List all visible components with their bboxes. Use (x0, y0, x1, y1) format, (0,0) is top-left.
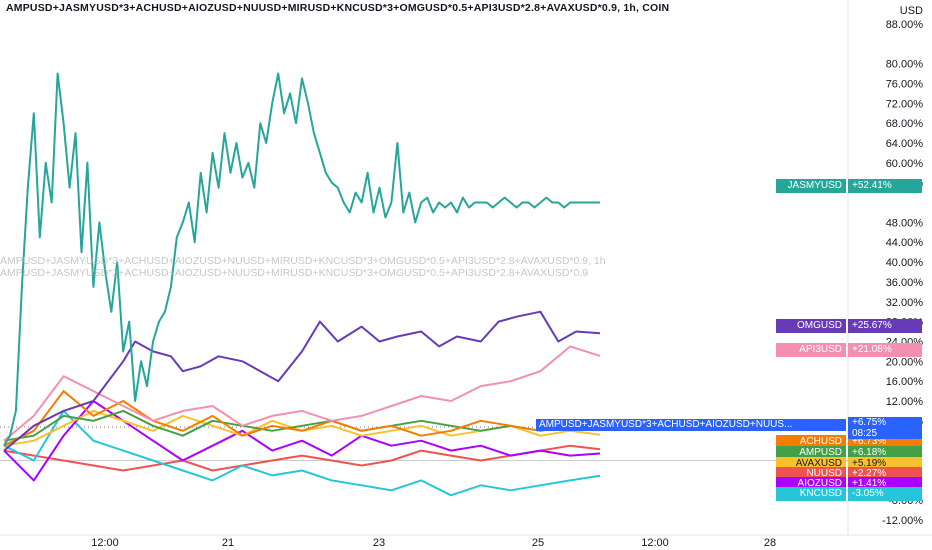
y-tick-label: 36.00% (886, 277, 924, 289)
y-tick-label: 12.00% (886, 396, 924, 408)
series-line-api3usd (3, 345, 601, 442)
y-tick-label: 20.00% (886, 356, 924, 368)
price-tag-name: ACHUSD (776, 435, 846, 449)
composite-countdown: 08:25 (852, 428, 878, 439)
y-tick-label: -12.00% (882, 515, 923, 527)
y-tick-label: 72.00% (886, 98, 924, 110)
y-tick-label: 64.00% (886, 138, 924, 150)
y-tick-label: 48.00% (886, 217, 924, 229)
y-axis-unit: USD (900, 5, 923, 17)
series-line-achusd (3, 390, 601, 447)
price-tag-value: +6.18% (848, 446, 922, 460)
composite-series-label[interactable]: AMPUSD+JASMYUSD*3+ACHUSD+AIOZUSD+NUUS... (536, 419, 846, 431)
series-line-aiozusd (3, 400, 601, 482)
price-tag-name: API3USD (776, 343, 846, 357)
series-line-kncusd (3, 409, 601, 497)
x-tick-label: 12:00 (91, 537, 119, 549)
series-line-omgusd (3, 310, 601, 452)
y-tick-label: 80.00% (886, 59, 924, 71)
x-tick-label: 23 (373, 537, 385, 549)
y-tick-label: 88.00% (886, 19, 924, 31)
series-line-nuusd (3, 444, 601, 472)
y-tick-label: 68.00% (886, 118, 924, 130)
price-tag-name: OMGUSD (776, 319, 846, 333)
y-tick-label: 76.00% (886, 78, 924, 90)
price-tag-jasmyusd: JASMYUSD +52.41% (0, 179, 922, 193)
price-tag-kncusd: KNCUSD -3.05% (0, 487, 922, 501)
y-tick-label: 16.00% (886, 376, 924, 388)
y-tick-label: 44.00% (886, 237, 924, 249)
composite-value-text: +6.75% (852, 417, 887, 428)
price-tag-name: JASMYUSD (776, 179, 846, 193)
y-tick-label: 32.00% (886, 297, 924, 309)
x-tick-label: 12:00 (641, 537, 669, 549)
price-tag-value: -3.05% (848, 487, 922, 501)
x-tick-label: 25 (532, 537, 544, 549)
price-tag-ampusd: AMPUSD +6.18% (0, 446, 922, 460)
price-tag-name: KNCUSD (776, 487, 846, 501)
x-tick-label: 21 (222, 537, 234, 549)
series-line-jasmyusd (3, 72, 600, 447)
x-tick-label: 28 (764, 537, 776, 549)
watermark-line-1: AMPUSD+JASMYUSD*3+ACHUSD+AIOZUSD+NUUSD+M… (0, 255, 606, 267)
watermark-line-2: AMPUSD+JASMYUSD*3+ACHUSD+AIOZUSD+NUUSD+M… (0, 267, 589, 279)
y-tick-label: 60.00% (886, 158, 924, 170)
series-line-ampusd (3, 409, 601, 442)
price-tag-value: +52.41% (848, 179, 922, 193)
price-tag-value: +21.08% (848, 343, 922, 357)
chart-title: AMPUSD+JASMYUSD*3+ACHUSD+AIOZUSD+NUUSD+M… (6, 2, 670, 14)
price-tag-api3usd: API3USD +21.08% (0, 343, 922, 357)
composite-series-value: +6.75% 08:25 (848, 417, 922, 439)
y-tick-label: 40.00% (886, 257, 924, 269)
price-tag-omgusd: OMGUSD +25.67% (0, 319, 922, 333)
price-tag-value: +25.67% (848, 319, 922, 333)
price-tag-name: AMPUSD (776, 446, 846, 460)
